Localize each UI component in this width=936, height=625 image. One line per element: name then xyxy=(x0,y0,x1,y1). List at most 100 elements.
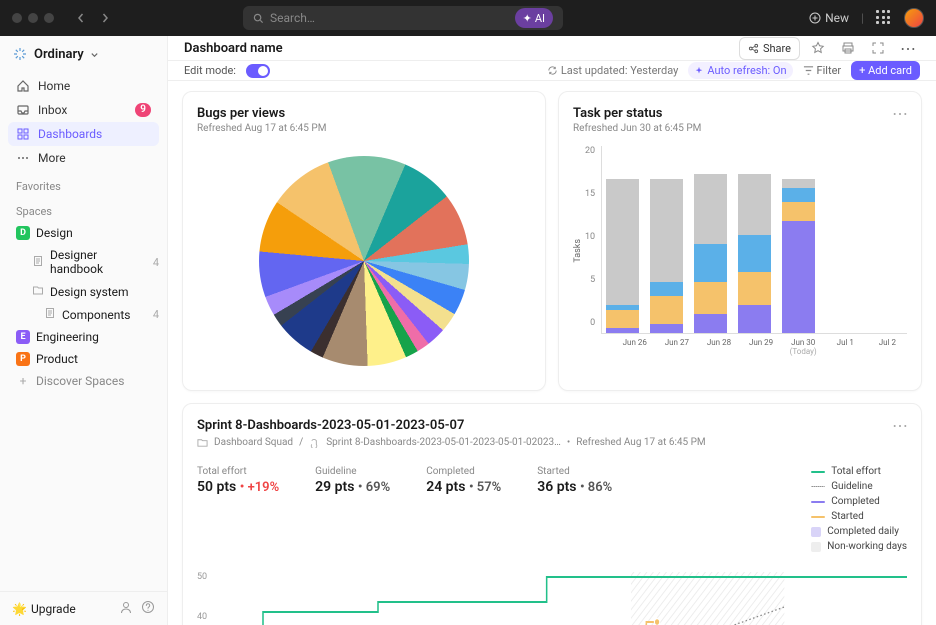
workspace-switcher[interactable]: Ordinary xyxy=(0,36,167,72)
bar-column xyxy=(826,146,859,333)
sparkle-icon: 🌟 xyxy=(12,602,27,616)
filter-button[interactable]: Filter xyxy=(803,64,842,77)
y-axis: 20151050 xyxy=(585,146,601,356)
bugs-per-views-card: Bugs per views Refreshed Aug 17 at 6:45 … xyxy=(182,91,546,391)
edit-mode-toggle[interactable] xyxy=(246,64,270,78)
space-label: Product xyxy=(36,352,78,366)
discover-spaces[interactable]: + Discover Spaces xyxy=(0,370,167,392)
share-button[interactable]: Share xyxy=(739,37,800,60)
card-more-button[interactable]: ⋯ xyxy=(892,416,909,435)
bar-column xyxy=(870,146,903,333)
tree-label: Designer handbook xyxy=(50,248,147,276)
pie-chart xyxy=(259,156,469,366)
card-more-button[interactable]: ⋯ xyxy=(892,104,909,123)
stat-guideline: Guideline29 pts • 69% xyxy=(315,466,390,552)
back-button[interactable] xyxy=(70,7,92,29)
topbar: Search… ✦ AI New | xyxy=(0,0,936,36)
card-subtitle: Refreshed Jun 30 at 6:45 PM xyxy=(573,123,907,134)
stat-total-effort: Total effort50 pts • +19% xyxy=(197,466,279,552)
card-title: Sprint 8-Dashboards-2023-05-01-2023-05-0… xyxy=(197,418,907,433)
sidebar-item-dashboards[interactable]: Dashboards xyxy=(8,122,159,146)
search-icon xyxy=(253,13,264,24)
more-button[interactable]: ⋯ xyxy=(896,36,920,60)
auto-refresh-button[interactable]: Auto refresh: On xyxy=(688,62,792,79)
legend-item: Non-working days xyxy=(811,541,907,552)
sparkle-icon xyxy=(694,66,704,76)
expand-button[interactable] xyxy=(866,36,890,60)
edit-mode-label: Edit mode: xyxy=(184,64,236,77)
x-axis: Jun 26Jun 27Jun 28Jun 29Jun 30(Today)Jul… xyxy=(601,334,907,356)
apps-icon[interactable] xyxy=(876,10,892,26)
favorites-label: Favorites xyxy=(0,172,167,197)
sidebar-item-label: Dashboards xyxy=(38,127,102,141)
print-button[interactable] xyxy=(836,36,860,60)
card-title: Bugs per views xyxy=(197,106,531,121)
add-card-button[interactable]: + Add card xyxy=(851,61,920,80)
sidebar-item-inbox[interactable]: Inbox 9 xyxy=(8,98,159,122)
task-per-status-card: ⋯ Task per status Refreshed Jun 30 at 6:… xyxy=(558,91,922,391)
doc-icon xyxy=(44,307,56,322)
tree-item[interactable]: Components 4 xyxy=(0,303,167,326)
space-label: Design xyxy=(36,226,73,240)
legend-item: Guideline xyxy=(811,481,907,492)
bar-chart xyxy=(601,146,907,334)
printer-icon xyxy=(841,41,855,55)
sidebar-item-label: Home xyxy=(38,79,70,93)
sidebar-item-home[interactable]: Home xyxy=(8,74,159,98)
folder-icon xyxy=(197,437,208,448)
bar-column xyxy=(650,146,683,333)
sidebar-item-label: Inbox xyxy=(38,103,67,117)
sprint-legend: Total effortGuidelineCompletedStartedCom… xyxy=(811,466,907,552)
avatar[interactable] xyxy=(904,8,924,28)
main: Dashboard name Share ⋯ Edit mode: Last u… xyxy=(168,36,936,625)
bar-column xyxy=(694,146,727,333)
page-title: Dashboard name xyxy=(184,41,283,56)
legend-item: Completed xyxy=(811,496,907,507)
space-engineering[interactable]: EEngineering xyxy=(0,326,167,348)
help-icon[interactable] xyxy=(141,600,155,617)
window-controls xyxy=(12,13,54,23)
upgrade-button[interactable]: 🌟 Upgrade xyxy=(12,602,76,616)
space-badge: D xyxy=(16,226,30,240)
legend-item: Total effort xyxy=(811,466,907,477)
space-badge: E xyxy=(16,330,30,344)
bar-column xyxy=(782,146,815,333)
bar-column xyxy=(738,146,771,333)
sidebar-item-label: More xyxy=(38,151,66,165)
ai-button[interactable]: ✦ AI xyxy=(515,8,553,28)
space-design[interactable]: D Design xyxy=(0,222,167,244)
new-button[interactable]: New xyxy=(809,11,849,25)
loop-icon xyxy=(309,437,320,448)
sprint-card: ⋯ Sprint 8-Dashboards-2023-05-01-2023-05… xyxy=(182,403,922,625)
badge: 9 xyxy=(135,103,151,117)
filter-icon xyxy=(803,65,814,76)
grid-icon xyxy=(16,127,30,141)
count: 4 xyxy=(153,256,159,269)
share-icon xyxy=(748,43,759,54)
inbox-icon xyxy=(16,103,30,117)
legend-item: Completed daily xyxy=(811,526,907,537)
folder-icon xyxy=(32,284,44,299)
star-icon xyxy=(811,41,825,55)
count: 4 xyxy=(153,308,159,321)
sidebar-item-more[interactable]: More xyxy=(8,146,159,170)
stat-started: Started36 pts • 86% xyxy=(537,466,612,552)
card-subtitle: Refreshed Aug 17 at 6:45 PM xyxy=(197,123,531,134)
last-updated: Last updated: Yesterday xyxy=(547,64,679,77)
expand-icon xyxy=(871,41,885,55)
sprint-breadcrumb: Dashboard Squad/ Sprint 8-Dashboards-202… xyxy=(197,437,907,448)
tree-label: Components xyxy=(62,308,131,322)
search-input[interactable]: Search… ✦ AI xyxy=(243,6,563,30)
home-icon xyxy=(16,79,30,93)
space-product[interactable]: P Product xyxy=(0,348,167,370)
tree-item[interactable]: Designer handbook 4 xyxy=(0,244,167,280)
tree-label: Design system xyxy=(50,285,129,299)
forward-button[interactable] xyxy=(94,7,116,29)
tree-item[interactable]: Design system xyxy=(0,280,167,303)
more-icon xyxy=(16,151,30,165)
spaces-label: Spaces xyxy=(0,197,167,222)
space-badge: P xyxy=(16,352,30,366)
user-icon[interactable] xyxy=(119,600,133,617)
star-button[interactable] xyxy=(806,36,830,60)
refresh-icon xyxy=(547,65,558,76)
